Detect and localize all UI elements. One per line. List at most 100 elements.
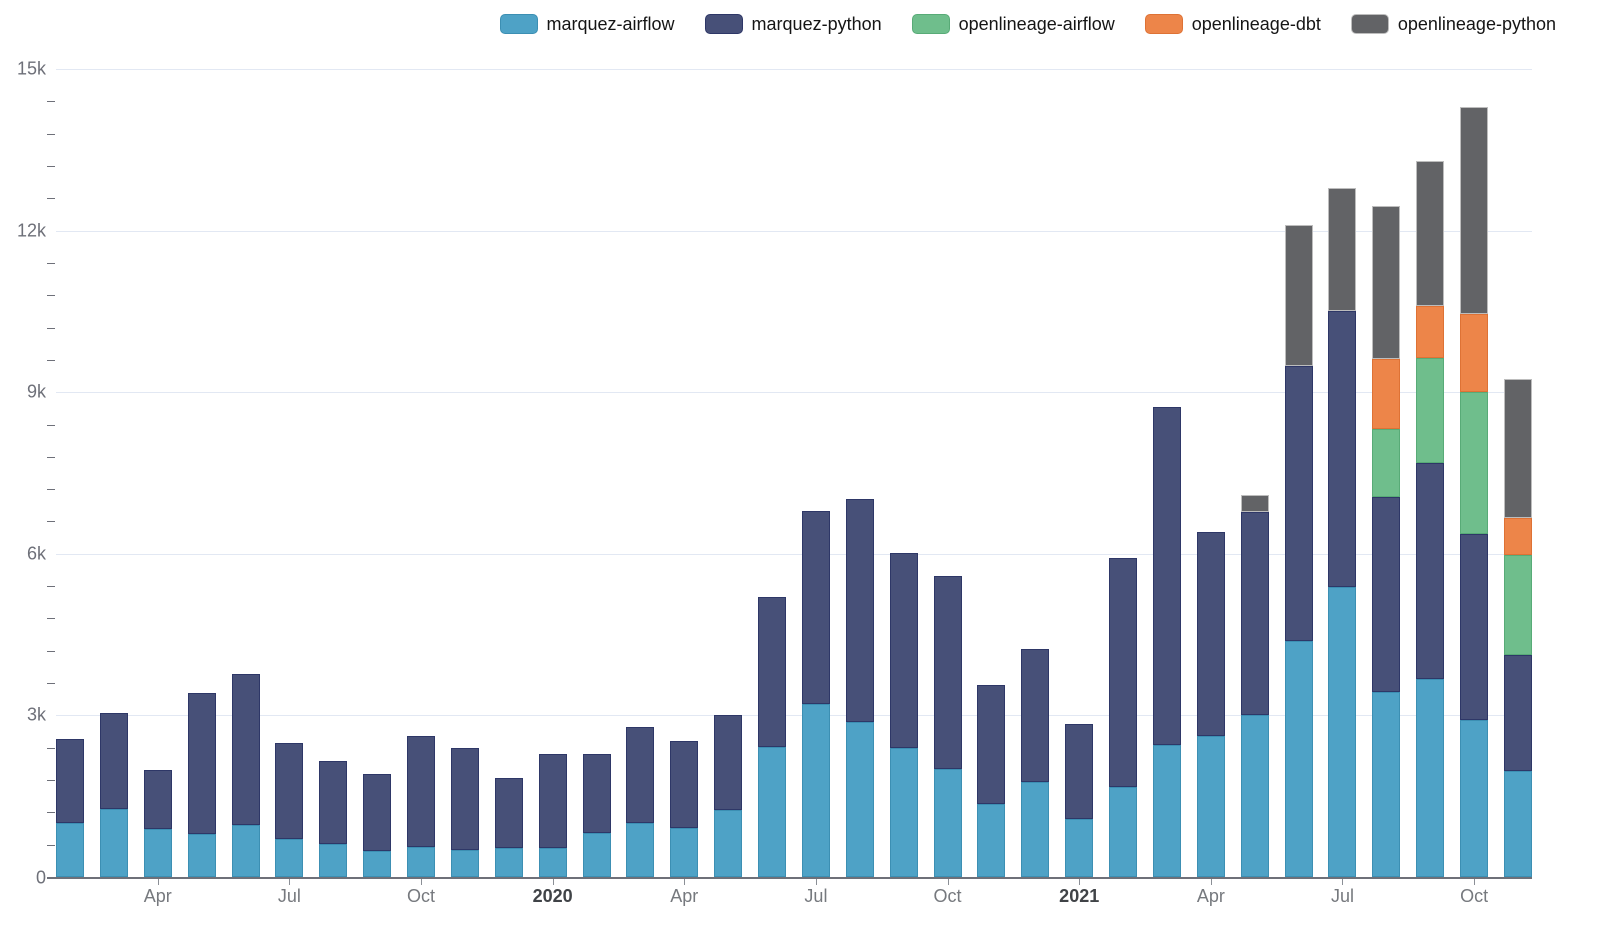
legend-item-marquez-airflow[interactable]: marquez-airflow [499, 14, 675, 35]
bar-jun-2020-marquez-python[interactable] [758, 596, 787, 747]
bar-feb-2019-marquez-airflow[interactable] [56, 823, 84, 877]
bar-mar-2020-marquez-airflow[interactable] [626, 823, 655, 877]
bar-apr-2019-marquez-airflow[interactable] [143, 829, 172, 877]
bar-nov-2020-marquez-python[interactable] [977, 684, 1006, 805]
bar-feb-2019-marquez-python[interactable] [56, 739, 84, 824]
bar-aug-2020-marquez-airflow[interactable] [845, 721, 874, 877]
bar-aug-2019-marquez-python[interactable] [319, 760, 348, 844]
y-axis-minor-tick [47, 101, 55, 103]
bar-jul-2019-marquez-python[interactable] [275, 743, 304, 839]
bar-aug-2020-marquez-python[interactable] [845, 498, 874, 722]
bar-apr-2020-marquez-airflow[interactable] [670, 827, 699, 877]
bar-nov-2021-openlineage-python[interactable] [1504, 378, 1532, 518]
bar-may-2020-marquez-python[interactable] [714, 714, 743, 811]
bar-sep-2020-marquez-python[interactable] [889, 552, 918, 748]
bar-sep-2021-marquez-python[interactable] [1416, 462, 1445, 679]
legend-item-openlineage-dbt[interactable]: openlineage-dbt [1144, 13, 1321, 35]
bar-sep-2020-marquez-airflow[interactable] [889, 747, 918, 877]
bar-mar-2019-marquez-airflow[interactable] [99, 808, 128, 877]
y-axis-minor-tick [47, 165, 55, 167]
bar-dec-2019-marquez-airflow[interactable] [494, 848, 523, 877]
bar-oct-2019-marquez-airflow[interactable] [407, 847, 436, 877]
bar-jun-2020-marquez-airflow[interactable] [758, 746, 787, 877]
bar-jun-2019-marquez-python[interactable] [231, 674, 260, 826]
bar-may-2019-marquez-python[interactable] [187, 693, 216, 835]
bar-nov-2021-marquez-python[interactable] [1504, 655, 1532, 772]
bar-feb-2021-marquez-python[interactable] [1109, 558, 1138, 788]
bar-apr-2021-marquez-python[interactable] [1196, 532, 1225, 737]
bar-jun-2021-openlineage-python[interactable] [1284, 225, 1313, 367]
bar-sep-2021-marquez-airflow[interactable] [1416, 678, 1445, 877]
bar-jun-2021-marquez-airflow[interactable] [1284, 640, 1313, 877]
legend-label: openlineage-python [1397, 13, 1556, 34]
bar-jul-2020-marquez-python[interactable] [801, 510, 830, 705]
bar-may-2021-marquez-airflow[interactable] [1240, 715, 1269, 877]
bar-apr-2020-marquez-python[interactable] [670, 740, 699, 828]
legend-item-openlineage-python[interactable]: openlineage-python [1350, 13, 1556, 35]
legend-item-openlineage-airflow[interactable]: openlineage-airflow [911, 14, 1115, 35]
bar-feb-2021-marquez-airflow[interactable] [1109, 787, 1138, 877]
bar-aug-2021-marquez-airflow[interactable] [1372, 692, 1401, 877]
bar-apr-2021-marquez-airflow[interactable] [1196, 736, 1225, 877]
bar-dec-2019-marquez-python[interactable] [494, 778, 523, 849]
bar-jul-2021-openlineage-python[interactable] [1328, 187, 1357, 312]
bar-aug-2019-marquez-airflow[interactable] [319, 843, 348, 877]
bar-mar-2020-marquez-python[interactable] [626, 727, 655, 824]
bar-mar-2021-marquez-python[interactable] [1152, 407, 1181, 746]
y-axis-minor-tick [47, 747, 55, 749]
bar-jul-2019-marquez-airflow[interactable] [275, 838, 304, 877]
legend-item-marquez-python[interactable]: marquez-python [704, 14, 882, 35]
bar-nov-2020-marquez-airflow[interactable] [977, 804, 1006, 877]
bar-jul-2021-marquez-python[interactable] [1328, 311, 1357, 587]
y-axis-minor-tick [47, 456, 55, 458]
bar-oct-2021-openlineage-airflow[interactable] [1460, 392, 1489, 535]
bar-nov-2019-marquez-airflow[interactable] [450, 850, 479, 877]
bar-may-2021-marquez-python[interactable] [1240, 511, 1269, 716]
bar-jun-2021-marquez-python[interactable] [1284, 366, 1313, 641]
bar-dec-2020-marquez-python[interactable] [1021, 649, 1050, 783]
bar-jul-2020-marquez-airflow[interactable] [801, 704, 830, 877]
bar-aug-2021-openlineage-airflow[interactable] [1372, 428, 1401, 497]
bar-may-2021-openlineage-python[interactable] [1240, 495, 1269, 512]
bar-oct-2021-openlineage-python[interactable] [1460, 106, 1489, 314]
y-axis-minor-tick [47, 844, 55, 846]
bar-nov-2021-openlineage-airflow[interactable] [1504, 554, 1532, 656]
bar-sep-2021-openlineage-airflow[interactable] [1416, 357, 1445, 463]
bar-nov-2021-openlineage-dbt[interactable] [1504, 517, 1532, 555]
bar-may-2020-marquez-airflow[interactable] [714, 810, 743, 877]
bar-sep-2019-marquez-python[interactable] [363, 774, 392, 851]
bar-mar-2021-marquez-airflow[interactable] [1152, 745, 1181, 877]
bar-apr-2019-marquez-python[interactable] [143, 769, 172, 830]
bar-jan-2020-marquez-python[interactable] [538, 754, 567, 849]
bar-sep-2021-openlineage-dbt[interactable] [1416, 306, 1445, 358]
bar-nov-2021-marquez-airflow[interactable] [1504, 771, 1532, 877]
bar-jan-2020-marquez-airflow[interactable] [538, 848, 567, 877]
bar-oct-2020-marquez-python[interactable] [933, 575, 962, 769]
bar-oct-2021-marquez-python[interactable] [1460, 534, 1489, 721]
bar-dec-2020-marquez-airflow[interactable] [1021, 782, 1050, 877]
legend: marquez-airflow marquez-python openlineage… [499, 12, 1556, 36]
y-axis-minor-tick [47, 295, 55, 297]
bar-feb-2020-marquez-airflow[interactable] [582, 833, 611, 877]
bar-oct-2019-marquez-python[interactable] [407, 736, 436, 848]
bar-aug-2021-marquez-python[interactable] [1372, 496, 1401, 693]
bar-oct-2020-marquez-airflow[interactable] [933, 768, 962, 877]
bar-aug-2021-openlineage-python[interactable] [1372, 206, 1401, 359]
bar-may-2019-marquez-airflow[interactable] [187, 834, 216, 877]
bar-jul-2021-marquez-airflow[interactable] [1328, 586, 1357, 877]
bar-aug-2021-openlineage-dbt[interactable] [1372, 358, 1401, 429]
x-axis-tick-Oct [421, 879, 423, 885]
legend-label: openlineage-dbt [1191, 13, 1321, 34]
bar-sep-2019-marquez-airflow[interactable] [363, 850, 392, 877]
bar-oct-2021-marquez-airflow[interactable] [1460, 720, 1489, 877]
bar-jun-2019-marquez-airflow[interactable] [231, 825, 260, 877]
bar-jan-2021-marquez-airflow[interactable] [1065, 819, 1094, 877]
y-axis-label-3k: 3k [26, 704, 46, 725]
bar-nov-2019-marquez-python[interactable] [450, 747, 479, 851]
bar-oct-2021-openlineage-dbt[interactable] [1460, 313, 1489, 393]
legend-swatch-icon [1350, 14, 1389, 34]
bar-jan-2021-marquez-python[interactable] [1065, 724, 1094, 820]
bar-feb-2020-marquez-python[interactable] [582, 753, 611, 834]
bar-mar-2019-marquez-python[interactable] [99, 712, 128, 809]
bar-sep-2021-openlineage-python[interactable] [1416, 160, 1445, 306]
